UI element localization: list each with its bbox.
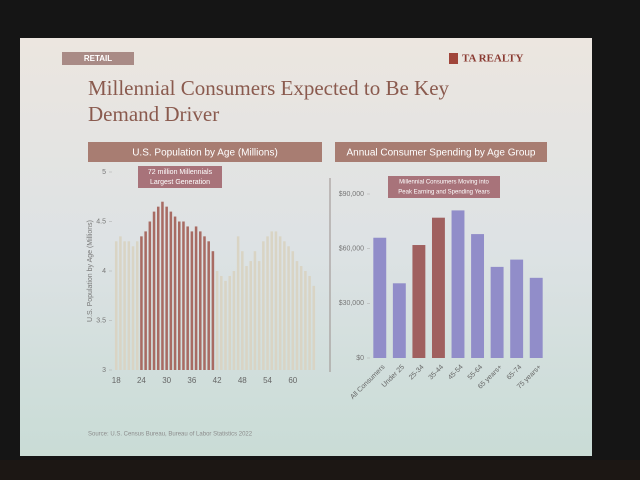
chart-title-box [88, 142, 322, 162]
annotation: Millennial Consumers Moving into [399, 180, 489, 186]
y-tick-label: $60,000 [339, 246, 364, 253]
bar [471, 234, 485, 358]
y-axis-label: U.S. Population by Age (Millions) [87, 220, 94, 322]
bar [165, 206, 168, 370]
bar [199, 231, 202, 370]
bar [490, 266, 504, 358]
bar [299, 266, 303, 370]
brand: TA REALTY [462, 53, 523, 65]
chart-title-box [335, 142, 547, 162]
annotation-box [138, 166, 222, 188]
bar [123, 241, 126, 370]
x-tick-label: 60 [288, 376, 297, 385]
y-tick-label: 5 [102, 169, 106, 176]
bar [140, 236, 143, 370]
x-tick-label: 48 [238, 376, 247, 385]
x-tick-label: 24 [137, 376, 146, 385]
bar [412, 245, 426, 358]
bar [451, 210, 465, 358]
bar [510, 259, 524, 358]
bar [144, 231, 147, 370]
bar [249, 261, 252, 370]
y-tick-label: 3 [102, 367, 106, 374]
bar [131, 246, 135, 370]
bar [169, 211, 173, 370]
bar [173, 216, 177, 370]
bar [283, 241, 286, 370]
bar [257, 261, 261, 370]
chart-title: Annual Consumer Spending by Age Group [346, 148, 535, 159]
bar [287, 246, 290, 370]
bar [203, 236, 206, 370]
bar [190, 231, 194, 370]
y-tick-label: 4.5 [96, 218, 106, 225]
audience [0, 460, 640, 480]
bar [135, 241, 139, 370]
annotation-box [388, 176, 500, 198]
bar [270, 231, 274, 370]
y-tick-label: 4 [102, 268, 106, 275]
bar [182, 221, 185, 370]
bar [220, 275, 223, 370]
bar [224, 280, 227, 370]
slide-title: Millennial Consumers Expected to Be Key [88, 76, 450, 100]
slide-title: Demand Driver [88, 102, 219, 126]
annotation: Peak Earning and Spending Years [398, 190, 489, 196]
y-tick-label: $90,000 [339, 191, 364, 198]
bar [194, 226, 198, 370]
annotation: Largest Generation [150, 179, 210, 186]
bar [304, 271, 307, 370]
bar [529, 277, 543, 358]
bar [274, 231, 278, 370]
source: Source: U.S. Census Bureau, Bureau of La… [88, 432, 253, 438]
bar [215, 271, 219, 370]
bar [152, 211, 156, 370]
bar [278, 236, 282, 370]
bar [211, 251, 215, 370]
annotation: 72 million Millennials [148, 169, 213, 176]
x-tick-label: 30 [162, 376, 171, 385]
bar [392, 283, 406, 358]
bar [373, 237, 387, 358]
bar [119, 236, 122, 370]
bar [266, 236, 269, 370]
bar [232, 271, 236, 370]
bar [186, 226, 189, 370]
bar [308, 275, 311, 370]
logo-mark [449, 53, 458, 64]
bar [253, 251, 257, 370]
bar [312, 285, 316, 370]
slide [20, 38, 592, 456]
bar [431, 217, 445, 358]
bar [245, 266, 248, 370]
y-tick-label: $30,000 [339, 300, 364, 307]
tag-box [62, 52, 134, 65]
bar [114, 241, 118, 370]
bar [295, 261, 299, 370]
x-tick-label: 42 [213, 376, 222, 385]
bar [241, 251, 244, 370]
y-tick-label: $0 [356, 355, 364, 362]
tag: RETAIL [84, 54, 112, 63]
x-tick-label: 36 [187, 376, 196, 385]
x-tick-label: 18 [112, 376, 121, 385]
x-tick-label: 54 [263, 376, 272, 385]
bar [207, 241, 210, 370]
y-tick-label: 3.5 [96, 317, 106, 324]
bar [228, 275, 231, 370]
chart-title: U.S. Population by Age (Millions) [132, 148, 278, 159]
bar [178, 221, 181, 370]
bar [127, 241, 131, 370]
bar [148, 221, 152, 370]
bar [291, 251, 295, 370]
bar [156, 206, 160, 370]
bar [161, 201, 164, 370]
bar [262, 241, 265, 370]
bar [236, 236, 240, 370]
